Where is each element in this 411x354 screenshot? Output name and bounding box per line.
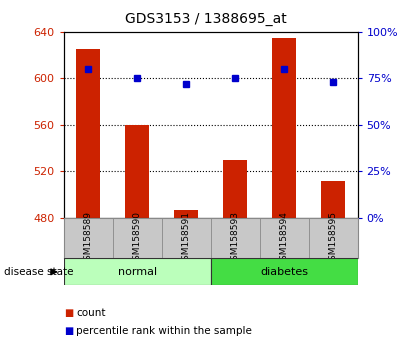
Text: GSM158593: GSM158593 — [231, 211, 240, 266]
Bar — [211, 258, 358, 285]
Text: GDS3153 / 1388695_at: GDS3153 / 1388695_at — [125, 12, 286, 27]
Text: ■: ■ — [64, 308, 73, 318]
Bar — [174, 210, 199, 218]
Bar — [223, 160, 247, 218]
Text: GSM158591: GSM158591 — [182, 211, 191, 266]
Text: GSM158589: GSM158589 — [84, 211, 93, 266]
Text: disease state: disease state — [4, 267, 74, 277]
Bar — [125, 125, 150, 218]
Text: ■: ■ — [64, 326, 73, 336]
Text: percentile rank within the sample: percentile rank within the sample — [76, 326, 252, 336]
Text: count: count — [76, 308, 106, 318]
Text: diabetes: diabetes — [260, 267, 308, 277]
Text: normal: normal — [118, 267, 157, 277]
Bar — [64, 258, 210, 285]
Text: GSM158594: GSM158594 — [279, 211, 289, 266]
Text: GSM158595: GSM158595 — [328, 211, 337, 266]
Bar — [272, 38, 296, 218]
Bar — [321, 181, 345, 218]
Bar — [76, 49, 100, 218]
Text: GSM158590: GSM158590 — [133, 211, 142, 266]
